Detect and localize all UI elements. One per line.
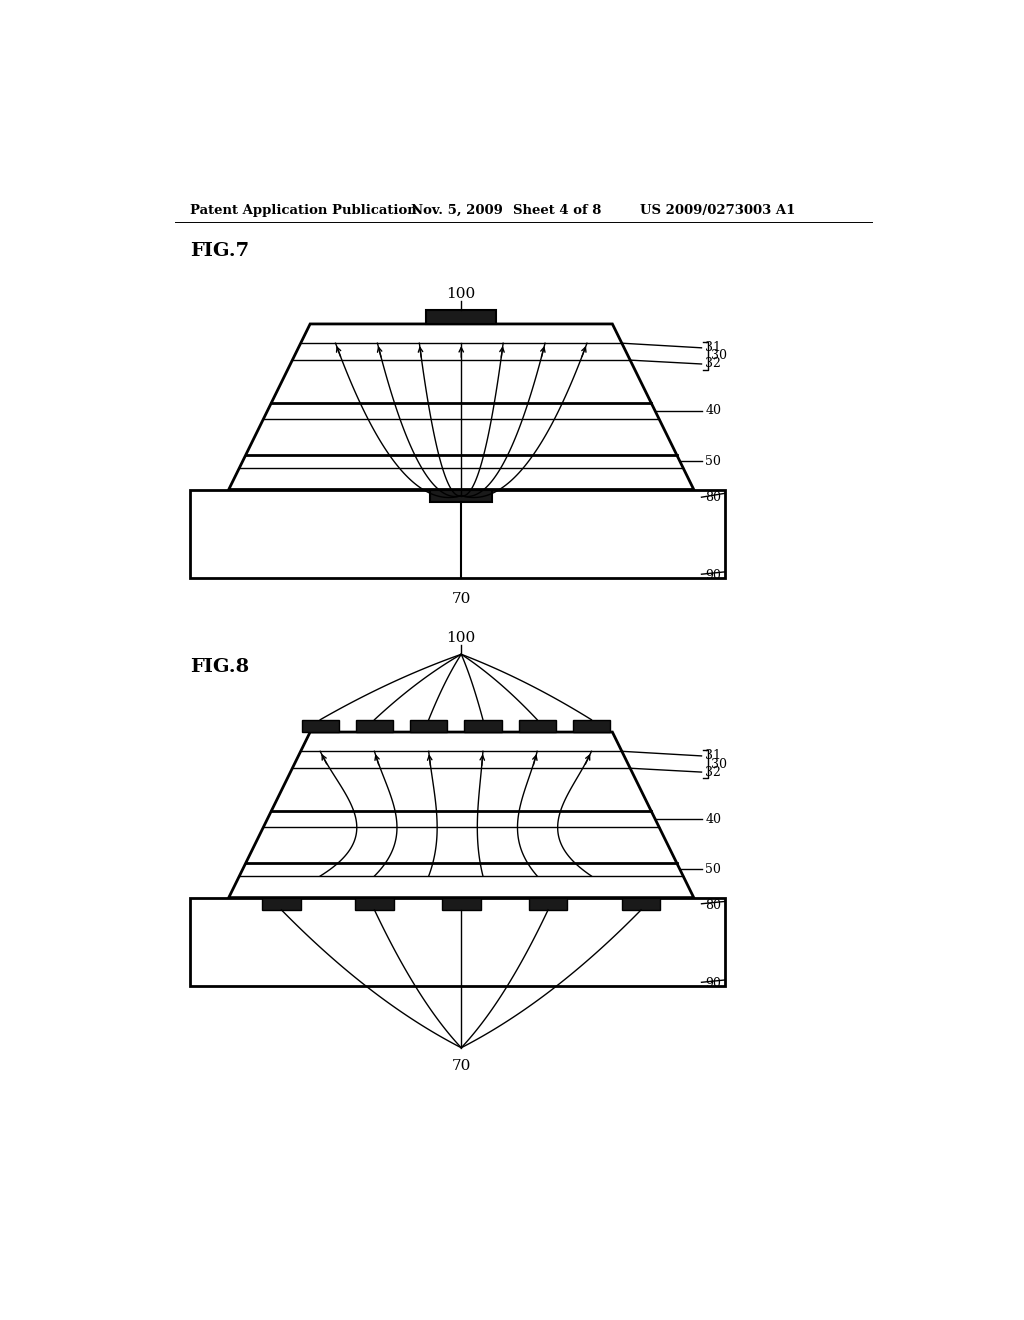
Text: 70: 70: [452, 591, 471, 606]
Bar: [622, 898, 660, 909]
Text: 100: 100: [446, 286, 476, 301]
Bar: [442, 898, 480, 909]
Text: US 2009/0273003 A1: US 2009/0273003 A1: [640, 205, 795, 218]
Text: FIG.7: FIG.7: [190, 242, 249, 260]
Bar: [190, 490, 725, 578]
Text: 50: 50: [706, 455, 721, 467]
Text: Patent Application Publication: Patent Application Publication: [190, 205, 417, 218]
Text: Nov. 5, 2009: Nov. 5, 2009: [411, 205, 503, 218]
Bar: [356, 719, 393, 733]
Text: 32: 32: [706, 766, 721, 779]
Text: 31: 31: [706, 342, 721, 354]
Text: 70: 70: [452, 1059, 471, 1073]
Text: 40: 40: [706, 813, 721, 825]
Text: 31: 31: [706, 750, 721, 763]
Text: FIG.8: FIG.8: [190, 657, 249, 676]
Bar: [430, 490, 493, 502]
Bar: [518, 719, 556, 733]
Bar: [528, 898, 567, 909]
Text: 90: 90: [706, 977, 721, 990]
Bar: [410, 719, 447, 733]
Text: 30: 30: [711, 350, 727, 363]
Text: 80: 80: [706, 491, 721, 504]
Text: Sheet 4 of 8: Sheet 4 of 8: [513, 205, 601, 218]
Bar: [426, 310, 496, 323]
Text: 30: 30: [711, 758, 727, 771]
Bar: [190, 898, 725, 986]
Text: 32: 32: [706, 358, 721, 371]
Bar: [262, 898, 301, 909]
Bar: [355, 898, 394, 909]
Bar: [302, 719, 339, 733]
Text: 40: 40: [706, 404, 721, 417]
Text: 50: 50: [706, 863, 721, 876]
Text: 80: 80: [706, 899, 721, 912]
Bar: [464, 719, 502, 733]
Text: 90: 90: [706, 569, 721, 582]
Bar: [572, 719, 610, 733]
Text: 100: 100: [446, 631, 476, 645]
